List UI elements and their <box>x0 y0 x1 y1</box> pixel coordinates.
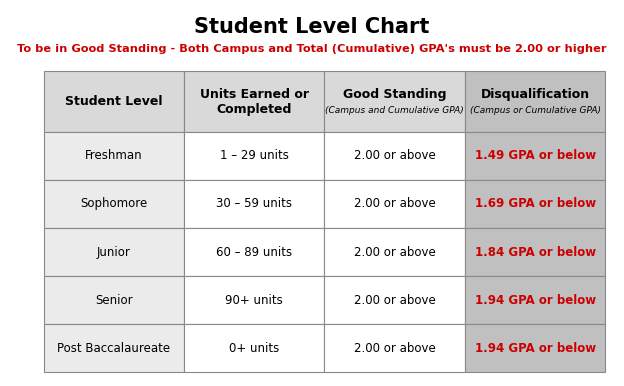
Text: Freshman: Freshman <box>85 149 143 162</box>
Text: 1.69 GPA or below: 1.69 GPA or below <box>474 197 596 210</box>
Text: 2.00 or above: 2.00 or above <box>354 149 436 162</box>
Text: Junior: Junior <box>97 245 131 259</box>
Text: Post Baccalaureate: Post Baccalaureate <box>57 342 170 355</box>
Text: Senior: Senior <box>95 294 133 307</box>
Text: 1.94 GPA or below: 1.94 GPA or below <box>474 294 596 307</box>
Text: To be in Good Standing - Both Campus and Total (Cumulative) GPA's must be 2.00 o: To be in Good Standing - Both Campus and… <box>17 44 607 54</box>
Text: 2.00 or above: 2.00 or above <box>354 245 436 259</box>
Text: 2.00 or above: 2.00 or above <box>354 197 436 210</box>
Text: Student Level: Student Level <box>65 95 163 108</box>
Text: 60 – 89 units: 60 – 89 units <box>217 245 292 259</box>
Text: Disqualification: Disqualification <box>480 88 590 101</box>
Text: 30 – 59 units: 30 – 59 units <box>217 197 292 210</box>
Text: Good Standing: Good Standing <box>343 88 446 101</box>
Text: 2.00 or above: 2.00 or above <box>354 342 436 355</box>
Text: 1.49 GPA or below: 1.49 GPA or below <box>474 149 596 162</box>
Text: 1.94 GPA or below: 1.94 GPA or below <box>474 342 596 355</box>
Text: 90+ units: 90+ units <box>225 294 283 307</box>
Text: Units Earned or
Completed: Units Earned or Completed <box>200 88 309 115</box>
Text: (Campus or Cumulative GPA): (Campus or Cumulative GPA) <box>470 105 600 115</box>
Text: (Campus and Cumulative GPA): (Campus and Cumulative GPA) <box>325 105 464 115</box>
Text: 1.84 GPA or below: 1.84 GPA or below <box>474 245 596 259</box>
Text: 2.00 or above: 2.00 or above <box>354 294 436 307</box>
Text: Sophomore: Sophomore <box>80 197 147 210</box>
Text: Student Level Chart: Student Level Chart <box>194 17 430 37</box>
Text: 0+ units: 0+ units <box>229 342 280 355</box>
Text: 1 – 29 units: 1 – 29 units <box>220 149 289 162</box>
